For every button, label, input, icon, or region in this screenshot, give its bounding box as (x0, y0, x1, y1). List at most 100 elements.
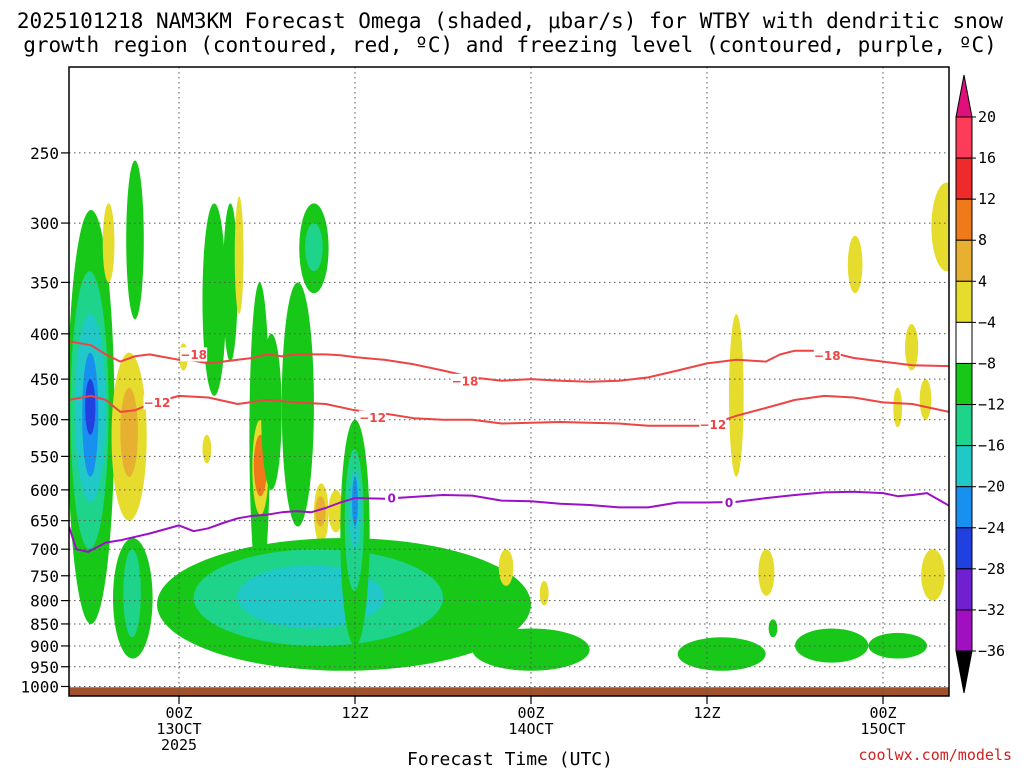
x-tick-label: 13OCT (156, 720, 201, 738)
colorbar-swatch (955, 486, 973, 529)
omega-region-green (472, 628, 590, 671)
contour-layer: −18 −18 −18 −12 −12 −12 0 0 (69, 340, 949, 553)
omega-region-yellow (202, 434, 212, 464)
x-tick-label: 00Z (517, 704, 544, 722)
omega-region-yellow (893, 387, 903, 428)
colorbar-swatch (955, 527, 973, 570)
contour-label-background (359, 410, 387, 425)
contour-label: 0 (725, 496, 733, 510)
contour-label: −18 (180, 348, 207, 362)
omega-region-green (795, 628, 869, 663)
colorbar-label: −4 (978, 313, 996, 331)
omega-region-yellow (498, 549, 514, 586)
omega-region-green (868, 632, 928, 659)
contour-label: −12 (144, 396, 171, 410)
x-tick-label: 2025 (161, 736, 197, 754)
omega-region-yellow (931, 182, 949, 272)
colorbar-swatch (955, 568, 973, 611)
colorbar-label: 8 (978, 231, 987, 249)
omega-shading-layer (69, 160, 949, 696)
y-tick-label: 650 (30, 512, 59, 531)
omega-region-green (261, 333, 282, 490)
omega-region-green (281, 282, 314, 527)
contour-label-background (180, 347, 208, 362)
omega-region-yellow (758, 549, 775, 596)
colorbar-swatch (955, 445, 973, 488)
y-tick-label: 700 (30, 540, 59, 559)
omega-region-darkblue (85, 379, 96, 435)
omega-region-gold (315, 496, 326, 527)
omega-region-gold (120, 387, 138, 477)
omega-region-yellow (847, 235, 863, 294)
omega-region-green (126, 160, 144, 320)
omega-region-yellow (328, 489, 344, 533)
chart-title-line-2: growth region (contoured, red, ºC) and f… (23, 33, 997, 57)
omega-region-yellow (905, 324, 919, 371)
colorbar-label: 16 (978, 149, 996, 167)
colorbar-swatch (955, 404, 973, 447)
y-tick-label: 950 (30, 658, 59, 677)
contour-label: −18 (452, 374, 479, 388)
contour-line (69, 340, 949, 383)
colorbar-bottom-arrow (955, 650, 973, 694)
x-tick-label: 12Z (693, 704, 720, 722)
y-tick-label: 500 (30, 411, 59, 430)
omega-region-teal (305, 223, 323, 272)
omega-region-blue (352, 476, 358, 527)
contour-label-background (699, 417, 727, 432)
y-tick-label: 1000 (20, 677, 59, 696)
x-tick-label: 00Z (165, 704, 192, 722)
omega-region-teal (123, 549, 141, 638)
colorbar-label: 20 (978, 108, 996, 126)
y-tick-label: 750 (30, 567, 59, 586)
contour-label: −12 (359, 411, 386, 425)
omega-region-yellow (919, 379, 932, 420)
colorbar-swatch (955, 116, 973, 159)
colorbar-label: 12 (978, 190, 996, 208)
omega-region-green (768, 619, 778, 638)
contour-label: 0 (387, 492, 395, 506)
y-tick-label: 900 (30, 637, 59, 656)
y-tick-label: 400 (30, 325, 59, 344)
contour-label-background (143, 395, 171, 410)
colorbar: 20 16 12 8 4 −4 −8 −12 −16 −20 −24 −28 −32 −36 (955, 74, 1005, 694)
omega-region-yellow (539, 580, 549, 606)
colorbar-swatch (955, 280, 973, 323)
colorbar-swatch (955, 239, 973, 282)
y-tick-label: 850 (30, 615, 59, 634)
x-axis-label: Forecast Time (UTC) (407, 749, 613, 768)
contour-line (69, 394, 949, 427)
contour-label-background (451, 373, 479, 388)
colorbar-swatch (955, 362, 973, 406)
omega-region-green (202, 203, 226, 396)
colorbar-label: −16 (978, 437, 1005, 455)
colorbar-label: −28 (978, 560, 1005, 578)
y-tick-label: 450 (30, 370, 59, 389)
colorbar-label: 4 (978, 272, 987, 290)
omega-region-yellow (729, 314, 744, 477)
colorbar-label: −24 (978, 519, 1005, 537)
contour-label: −12 (699, 418, 726, 432)
omega-region-yellow (102, 203, 115, 283)
y-tick-label: 300 (30, 214, 59, 233)
x-tick-label: 12Z (341, 704, 368, 722)
x-tick-label: 00Z (869, 704, 896, 722)
y-tick-label: 800 (30, 592, 59, 611)
plot-area: −18 −18 −18 −12 −12 −12 0 0 (69, 67, 949, 696)
colorbar-label: −36 (978, 642, 1005, 660)
contour-label-background (385, 491, 399, 506)
plot-frame (68, 66, 950, 697)
contour-line (69, 490, 949, 553)
omega-region-green (677, 637, 766, 671)
colorbar-label: −12 (978, 396, 1005, 414)
colorbar-label: −20 (978, 478, 1005, 496)
y-tick-label: 350 (30, 273, 59, 292)
colorbar-label: −32 (978, 601, 1005, 619)
contour-label-background (813, 348, 841, 363)
omega-region-yellow (234, 196, 244, 315)
omega-region-yellow (921, 549, 945, 601)
contour-label: −18 (814, 349, 841, 363)
colorbar-swatch (955, 609, 973, 652)
y-tick-label: 600 (30, 481, 59, 500)
